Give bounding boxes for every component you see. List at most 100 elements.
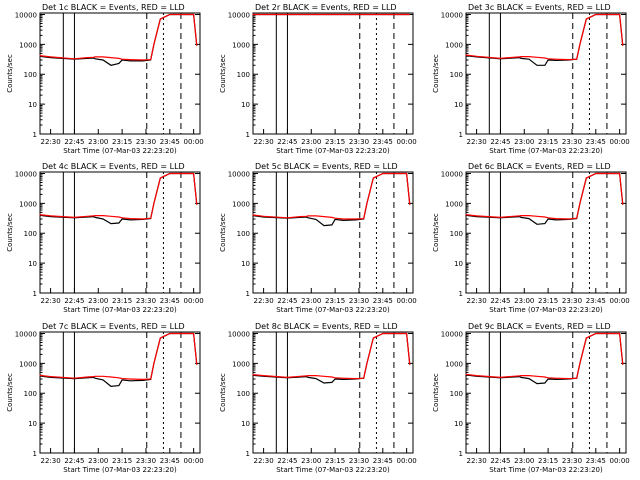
panel-title: Det 1c BLACK = Events, RED = LLD [42, 3, 185, 12]
x-axis-label: Start Time (07-Mar-03 22:23:20) [489, 147, 603, 155]
x-tick-label: 22:45 [277, 457, 297, 465]
y-tick-label: 10 [241, 420, 250, 428]
plot-frame [252, 331, 414, 454]
x-tick-label: 23:15 [112, 297, 132, 305]
x-tick-label: 23:30 [136, 457, 156, 465]
x-axis-label: Start Time (07-Mar-03 22:23:20) [63, 466, 177, 474]
y-tick-label: 1000 [232, 200, 250, 208]
panel-title-legend: BLACK = Events, RED = LLD [284, 162, 398, 171]
x-tick-label: 22:30 [254, 138, 274, 146]
x-tick-label: 23:30 [136, 297, 156, 305]
x-tick-label: 23:45 [373, 457, 393, 465]
y-axis-label: Counts/sec [432, 213, 440, 252]
y-tick-label: 10000 [15, 11, 37, 19]
y-tick-label: 10000 [228, 170, 250, 178]
panel-title: Det 8c BLACK = Events, RED = LLD [255, 322, 398, 331]
panel-title-det: Det 7c [42, 322, 71, 331]
y-axis-label: Counts/sec [219, 213, 227, 252]
x-tick-label: 23:45 [586, 138, 606, 146]
panel-5: Det 5c BLACK = Events, RED = LLD 1 10 100 10… [219, 162, 417, 314]
y-tick-label: 1000 [19, 200, 37, 208]
y-tick-label: 10 [454, 420, 463, 428]
series-line-lld [252, 332, 411, 380]
y-tick-label: 10000 [441, 330, 463, 338]
y-tick-label: 10 [241, 260, 250, 268]
x-tick-label: 00:00 [184, 138, 204, 146]
series-line-lld [39, 332, 198, 381]
panel-title-legend: BLACK = Events, RED = LLD [71, 3, 185, 12]
x-tick-label: 22:45 [490, 297, 510, 305]
panel-title-det: Det 4c [42, 162, 71, 171]
plot-frame [252, 12, 414, 135]
y-tick-label: 10000 [15, 170, 37, 178]
x-tick-label: 23:15 [538, 457, 558, 465]
x-tick-label: 23:15 [112, 457, 132, 465]
x-tick-label: 00:00 [184, 297, 204, 305]
x-axis-label: Start Time (07-Mar-03 22:23:20) [63, 306, 177, 314]
y-tick-label: 1 [246, 131, 250, 139]
x-tick-label: 23:15 [538, 138, 558, 146]
x-tick-label: 23:15 [112, 138, 132, 146]
y-tick-label: 100 [450, 230, 463, 238]
y-tick-label: 100 [237, 230, 250, 238]
plot-frame [39, 331, 201, 454]
y-tick-label: 10 [241, 101, 250, 109]
y-tick-label: 1 [246, 450, 250, 458]
x-axis-label: Start Time (07-Mar-03 22:23:20) [63, 147, 177, 155]
plot-frame [465, 12, 627, 135]
y-tick-label: 10000 [441, 11, 463, 19]
x-tick-label: 22:45 [64, 297, 84, 305]
y-tick-label: 1 [33, 131, 37, 139]
x-tick-label: 23:30 [349, 457, 369, 465]
y-tick-label: 10 [28, 101, 37, 109]
y-tick-label: 1 [246, 290, 250, 298]
y-tick-label: 1 [33, 290, 37, 298]
x-tick-label: 23:30 [562, 138, 582, 146]
panel-title: Det 9c BLACK = Events, RED = LLD [468, 322, 611, 331]
x-tick-label: 22:30 [254, 457, 274, 465]
y-tick-label: 10 [454, 260, 463, 268]
x-tick-label: 23:00 [514, 297, 534, 305]
panel-title-det: Det 3c [468, 3, 497, 12]
x-tick-label: 23:00 [88, 297, 108, 305]
x-tick-label: 22:30 [467, 138, 487, 146]
panel-title: Det 5c BLACK = Events, RED = LLD [255, 162, 398, 171]
y-axis-label: Counts/sec [6, 373, 14, 412]
panel-4: Det 4c BLACK = Events, RED = LLD 1 10 100 10… [6, 162, 204, 314]
y-tick-label: 100 [24, 71, 37, 79]
x-tick-label: 23:00 [88, 457, 108, 465]
panel-1: Det 1c BLACK = Events, RED = LLD 1 10 100 10… [6, 3, 204, 155]
x-tick-label: 23:15 [325, 138, 345, 146]
x-tick-label: 23:45 [160, 138, 180, 146]
y-axis-label: Counts/sec [219, 54, 227, 93]
y-axis-label: Counts/sec [432, 54, 440, 93]
y-tick-label: 1 [459, 450, 463, 458]
panel-7: Det 7c BLACK = Events, RED = LLD 1 10 100 10… [6, 322, 204, 474]
panel-2: Det 2r BLACK = Events, RED = LLD 1 10 100 10… [219, 3, 417, 155]
x-tick-label: 23:00 [301, 138, 321, 146]
series-line-lld [465, 172, 624, 220]
x-tick-label: 23:45 [373, 138, 393, 146]
panel-title: Det 2r BLACK = Events, RED = LLD [255, 3, 397, 12]
x-tick-label: 23:30 [562, 297, 582, 305]
x-tick-label: 22:30 [254, 297, 274, 305]
y-tick-label: 10000 [228, 330, 250, 338]
x-tick-label: 23:45 [373, 297, 393, 305]
x-tick-label: 22:45 [277, 138, 297, 146]
panel-title: Det 4c BLACK = Events, RED = LLD [42, 162, 185, 171]
y-tick-label: 100 [24, 230, 37, 238]
panel-title: Det 3c BLACK = Events, RED = LLD [468, 3, 611, 12]
y-tick-label: 10000 [15, 330, 37, 338]
x-axis-label: Start Time (07-Mar-03 22:23:20) [276, 306, 390, 314]
y-axis-label: Counts/sec [6, 54, 14, 93]
x-axis-label: Start Time (07-Mar-03 22:23:20) [276, 466, 390, 474]
panel-title-det: Det 9c [468, 322, 497, 331]
series-line-lld [465, 13, 624, 61]
x-tick-label: 23:45 [586, 297, 606, 305]
x-tick-label: 23:00 [301, 457, 321, 465]
panel-6: Det 6c BLACK = Events, RED = LLD 1 10 100 10… [432, 162, 630, 314]
x-tick-label: 23:00 [301, 297, 321, 305]
x-tick-label: 22:45 [277, 297, 297, 305]
y-tick-label: 1000 [19, 41, 37, 49]
x-tick-label: 00:00 [610, 297, 630, 305]
